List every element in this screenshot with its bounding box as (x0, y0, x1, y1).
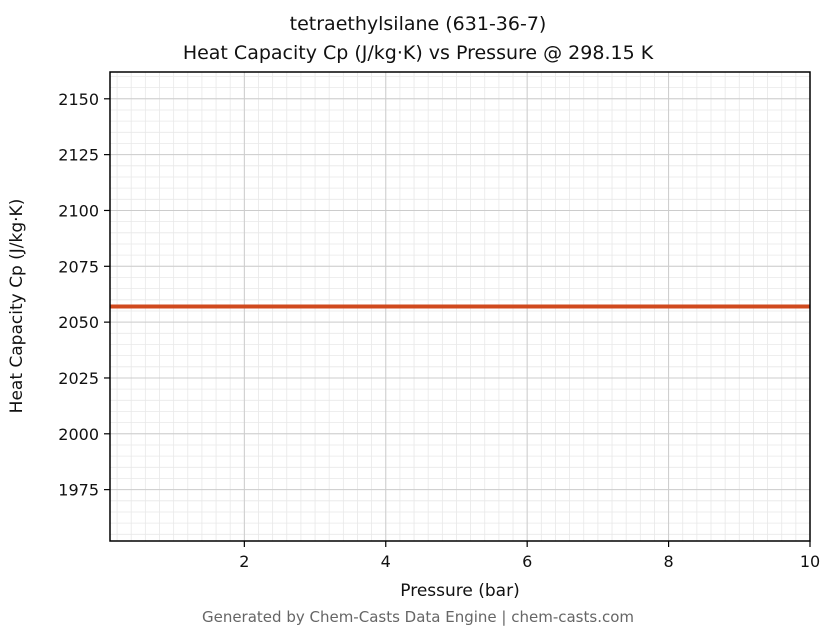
y-tick-label: 2050 (58, 313, 99, 332)
y-tick-label: 2150 (58, 90, 99, 109)
footer-credit: Generated by Chem-Casts Data Engine | ch… (201, 608, 635, 626)
y-tick-label: 2000 (58, 425, 99, 444)
y-axis-label: Heat Capacity Cp (J/kg·K) (7, 199, 27, 414)
x-axis-label: Pressure (bar) (400, 581, 519, 601)
y-tick-label: 2100 (58, 201, 99, 220)
x-tick-label: 2 (239, 552, 249, 571)
chart-title-block: tetraethylsilane (631-36-7) Heat Capacit… (0, 10, 836, 69)
y-tick-label: 2125 (58, 146, 99, 165)
x-tick-label: 8 (663, 552, 673, 571)
plot-border (109, 71, 811, 542)
chart-title: tetraethylsilane (631-36-7) (289, 13, 547, 35)
y-tick-label: 2025 (58, 369, 99, 388)
x-tick-label: 10 (800, 552, 820, 571)
y-tick-label: 1975 (58, 481, 99, 500)
plot-frame (109, 71, 811, 542)
x-tick-label: 4 (381, 552, 391, 571)
x-tick-label: 6 (522, 552, 532, 571)
axis-ticks: 2 4 6 8 10 1975 2000 2025 2050 2075 2100 2125 2150 (58, 90, 820, 571)
y-tick-label: 2075 (58, 257, 99, 276)
chart-subtitle: Heat Capacity Cp (J/kg·K) vs Pressure @ … (182, 42, 654, 65)
